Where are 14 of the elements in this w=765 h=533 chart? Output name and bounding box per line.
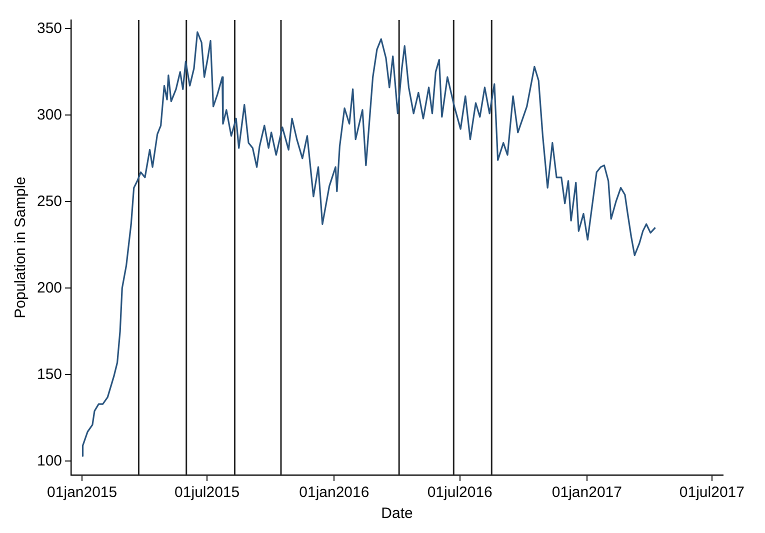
y-tick-label: 300 [36, 106, 62, 124]
x-tick-label: 01jul2016 [427, 484, 492, 502]
x-axis-title: Date [381, 505, 413, 522]
x-tick-label: 01jan2015 [47, 484, 118, 502]
y-tick-label: 150 [36, 366, 62, 383]
y-tick-label: 350 [36, 20, 62, 37]
y-tick-label: 200 [36, 279, 62, 296]
y-tick-label: 100 [36, 452, 62, 470]
x-tick-label: 01jan2017 [552, 484, 622, 502]
x-tick-label: 01jul2015 [174, 484, 240, 502]
y-tick-label: 250 [36, 192, 62, 210]
x-tick-label: 01jul2017 [679, 484, 744, 502]
y-axis-title: Population in Sample [12, 176, 30, 318]
x-tick-label: 01jan2016 [299, 484, 370, 502]
